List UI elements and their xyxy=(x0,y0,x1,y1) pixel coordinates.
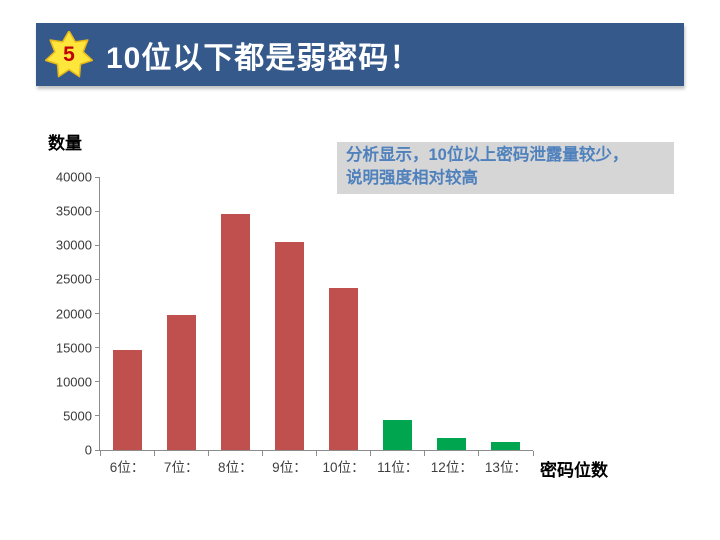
header-banner: 5 10位以下都是弱密码！ xyxy=(36,23,684,86)
x-tick-mark xyxy=(316,451,317,456)
x-category-label: 9位： xyxy=(272,460,307,475)
y-tick-mark xyxy=(95,210,99,212)
y-tick-mark xyxy=(95,415,99,417)
y-tick-label: 35000 xyxy=(55,203,92,219)
x-category-label: 10位： xyxy=(322,460,365,475)
x-axis-line xyxy=(99,450,533,451)
star-badge: 5 xyxy=(45,30,93,79)
y-tick-label: 30000 xyxy=(55,237,92,253)
x-tick-mark xyxy=(153,451,155,456)
y-tick-label: 20000 xyxy=(55,306,92,321)
bar-13位 xyxy=(491,441,521,450)
x-category-label: 11位： xyxy=(377,460,419,475)
bar-9位 xyxy=(274,241,304,450)
x-tick-mark xyxy=(207,451,209,456)
y-tick-mark xyxy=(95,381,99,383)
x-tick-mark xyxy=(424,451,426,456)
x-category-label: 12位： xyxy=(430,460,473,475)
badge-number: 5 xyxy=(63,43,75,67)
bar-chart-plot-area: 6位： 7位： 8位： 9位： 10位： 11位： 12位： 13位： xyxy=(95,176,534,475)
y-tick-label: 25000 xyxy=(55,271,92,287)
y-tick-mark xyxy=(95,313,99,314)
x-tick-mark xyxy=(261,451,263,456)
y-axis-title: 数量 xyxy=(48,134,82,153)
bar-11位 xyxy=(383,419,413,450)
x-tick-mark xyxy=(478,451,480,456)
y-axis-line xyxy=(99,177,100,450)
x-category-label: 13位： xyxy=(484,460,527,475)
y-tick-label: 40000 xyxy=(55,169,92,185)
y-tick-label: 10000 xyxy=(55,374,92,390)
page-title: 10位以下都是弱密码！ xyxy=(106,41,421,75)
x-category-label: 8位： xyxy=(218,460,253,475)
x-tick-mark xyxy=(532,451,534,456)
y-tick-mark xyxy=(95,347,99,349)
x-tick-mark xyxy=(99,451,101,456)
y-tick-label: 0 xyxy=(84,442,92,458)
bar-12位 xyxy=(437,437,467,450)
x-category-label: 6位： xyxy=(109,460,145,475)
y-tick-mark xyxy=(95,176,99,178)
y-tick-label: 5000 xyxy=(63,408,92,424)
y-tick-mark xyxy=(95,449,99,451)
x-category-label: 7位： xyxy=(163,460,199,475)
x-axis-title: 密码位数 xyxy=(540,461,608,480)
bar-6位 xyxy=(112,350,142,450)
y-tick-label: 15000 xyxy=(55,340,92,356)
y-axis-labels: 0 5000 10000 15000 20000 25000 30000 35000 40000 xyxy=(0,170,92,458)
bar-8位 xyxy=(220,213,250,450)
annotation-callout: 分析显示，10位以上密码泄露量较少， 说明强度相对较高 xyxy=(337,142,674,194)
bar-7位 xyxy=(166,314,196,450)
bar-10位 xyxy=(329,288,359,450)
y-tick-mark xyxy=(95,278,99,280)
x-tick-mark xyxy=(370,451,372,456)
star-icon xyxy=(45,30,93,77)
y-tick-mark xyxy=(95,244,99,246)
